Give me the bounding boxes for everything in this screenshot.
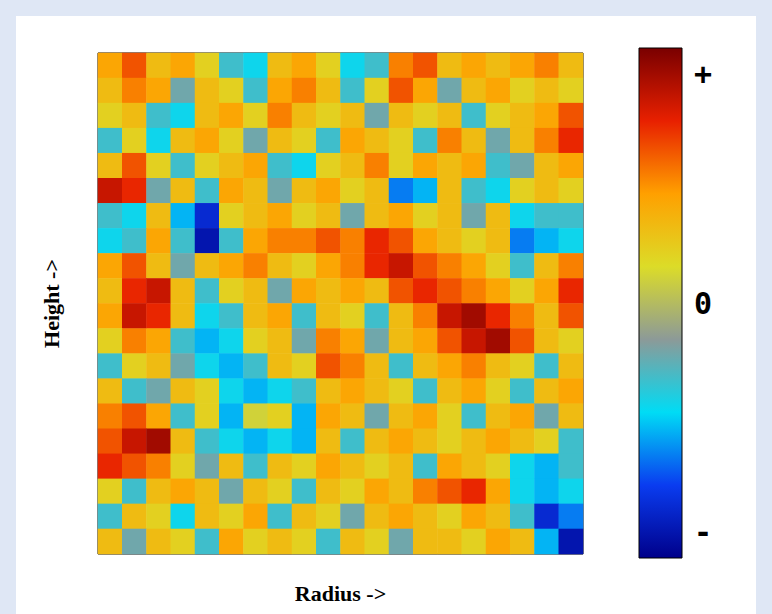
svg-text:-: -: [694, 515, 712, 550]
svg-text:Height ->: Height ->: [39, 259, 64, 348]
svg-text:+: +: [694, 56, 712, 91]
svg-text:Radius ->: Radius ->: [295, 581, 386, 606]
svg-text:0: 0: [694, 286, 712, 321]
